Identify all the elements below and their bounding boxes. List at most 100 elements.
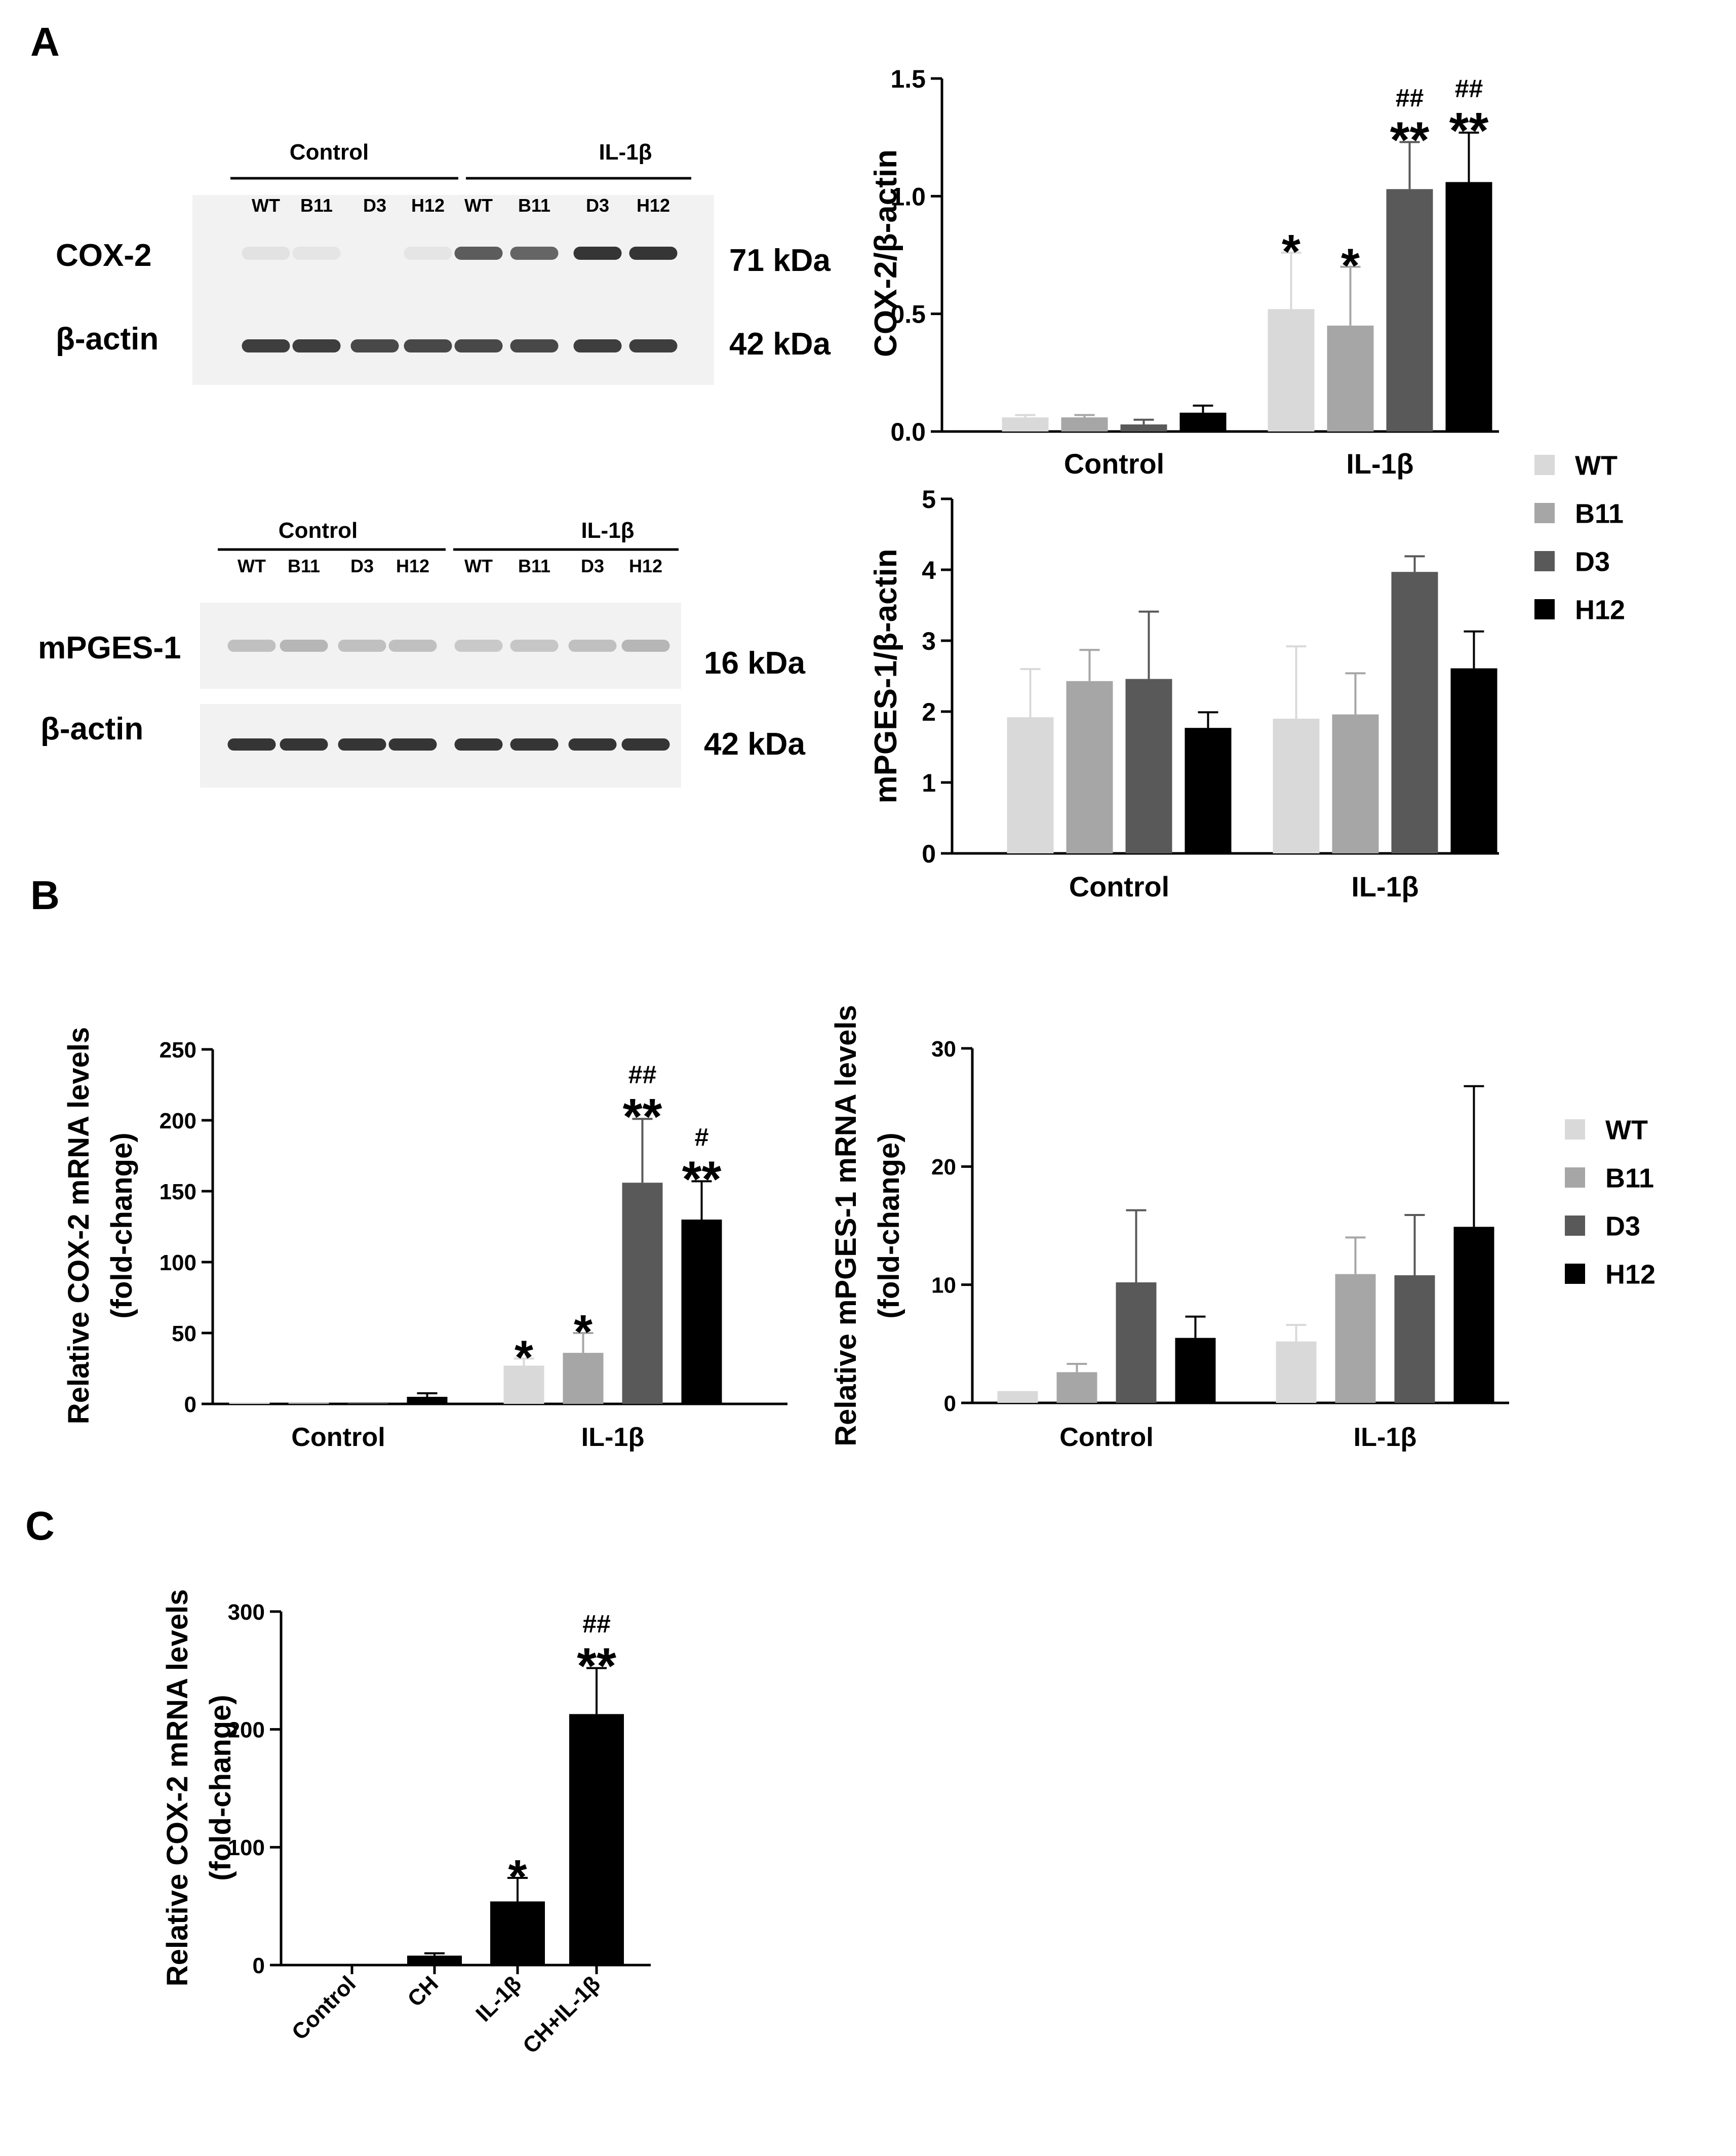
blot_top-band-r1-l7 [629, 339, 678, 352]
chart-0-annot-star-0: * [1282, 225, 1300, 279]
blot_top-band-r0-l6 [573, 247, 622, 260]
chart-4-bar-s0-c1 [407, 1955, 462, 1965]
blot_bottom-band-r0-l6 [568, 640, 617, 652]
blot-mpges1-group-il1b: IL-1β [581, 518, 634, 543]
chart-2-bar-s2-c1 [622, 1183, 663, 1404]
chart-4-ylabel2: (fold-change) [204, 1695, 237, 1880]
chart-0-ytick-label-2: 1.0 [890, 182, 926, 211]
blot_top-band-r0-l0 [242, 247, 290, 260]
blot_top-lane-label-2: D3 [363, 195, 386, 216]
chart-1-xcat-1: IL-1β [1351, 871, 1418, 903]
blot_top-band-r1-l5 [510, 339, 559, 352]
legend-b-label-H12: H12 [1605, 1259, 1655, 1289]
chart-3-bar-s3-c1 [1453, 1227, 1494, 1403]
legend-a-label-B11: B11 [1575, 498, 1624, 529]
chart-0-ytick-label-0: 0.0 [890, 418, 926, 446]
chart-2-bar-s0-c1 [503, 1365, 544, 1404]
chart-1-bar-s3-c1 [1450, 668, 1497, 853]
legend-panel-b: WT B11 D3 H12 [1565, 1115, 1655, 1289]
chart-2-bar-s3-c0 [407, 1397, 448, 1404]
chart-2-bar-s3-c1 [681, 1220, 722, 1404]
legend-a-swatch-D3 [1534, 551, 1555, 571]
blot-cox2-membrane [192, 195, 714, 385]
blot_bottom-band-r1-l5 [510, 738, 559, 751]
chart-1-bar-s0-c0 [1007, 717, 1054, 853]
chart-1-bar-s3-c0 [1185, 728, 1232, 853]
blot_top-band-r0-l3 [404, 247, 452, 260]
chart-1-ylabel: mPGES-1/β-actin [869, 549, 903, 804]
blot_top-lane-label-1: B11 [300, 195, 333, 216]
chart-2-annot-hash-3: # [695, 1123, 709, 1151]
western-blot-mpges1: Control IL-1β WT B11 D3 H12 WT B11 D3 H12 mPGES… [38, 518, 805, 788]
chart-2-bar-s1-c1 [563, 1353, 604, 1404]
chart-2-ylabel: Relative COX-2 mRNA levels [62, 1027, 95, 1424]
chart-1-ytick-label-5: 5 [922, 485, 936, 514]
chart-4-annot-star-0: * [508, 1850, 527, 1904]
chart-0-annot-star-1: * [1341, 239, 1360, 293]
chart-4-ylabel: Relative COX-2 mRNA levels [161, 1589, 194, 1986]
panel-label-c: C [25, 1503, 55, 1548]
chart-cox2-mrna-ch: 0 100 200 300 Relative COX-2 mRNA levels (fol… [161, 1589, 651, 2058]
blot_bottom-band-r0-l0 [227, 640, 276, 652]
blot_top-band-r1-l2 [350, 339, 399, 352]
chart-3-bar-s0-c1 [1276, 1341, 1317, 1403]
chart-1-ytick-label-2: 2 [922, 698, 936, 726]
chart-0-annot-star-2: ** [1390, 111, 1430, 168]
chart-3-bar-s2-c0 [1116, 1282, 1157, 1403]
chart-mpges1-mrna: 0 10 20 30 Relative mPGES-1 mRNA levels (fold… [830, 1005, 1509, 1452]
blot-actin1-kda: 42 kDa [729, 327, 831, 362]
chart-3-bar-s3-c0 [1175, 1338, 1216, 1403]
chart-2-ytick-label-1: 50 [172, 1321, 196, 1346]
chart-2-xcat-1: IL-1β [581, 1423, 645, 1452]
chart-1-bar-s0-c1 [1273, 719, 1320, 853]
chart-3-bar-s1-c0 [1056, 1372, 1097, 1403]
chart-3-ytick-label-3: 30 [931, 1037, 956, 1062]
chart-3-ytick-label-0: 0 [944, 1391, 956, 1416]
chart-1-ytick-label-4: 4 [922, 556, 936, 584]
blot-cox2-group-il1b: IL-1β [599, 140, 652, 165]
chart-3-xcat-0: Control [1059, 1423, 1154, 1452]
chart-2-annot-star-2: ** [623, 1088, 662, 1145]
chart-1-ytick-label-3: 3 [922, 627, 936, 655]
blot_top-band-r1-l3 [404, 339, 452, 352]
chart-3-ytick-label-2: 20 [931, 1155, 956, 1180]
chart-1-bar-s2-c0 [1125, 679, 1172, 853]
legend-a-label-WT: WT [1575, 450, 1617, 481]
chart-4-bar-s0-c2 [490, 1901, 545, 1965]
blot_bottom-band-r1-l3 [388, 738, 437, 751]
chart-1-ytick-label-1: 1 [922, 769, 936, 797]
blot_bottom-lane-label-5: B11 [518, 556, 550, 576]
legend-b-swatch-D3 [1565, 1216, 1585, 1236]
blot-mpges1-kda: 16 kDa [704, 646, 805, 681]
chart-1-bar-s1-c0 [1066, 681, 1113, 853]
blot_bottom-band-r0-l7 [621, 640, 670, 652]
legend-panel-a: WT B11 D3 H12 [1534, 450, 1625, 625]
blot_bottom-band-r1-l0 [227, 738, 276, 751]
chart-3-ytick-label-1: 10 [931, 1273, 956, 1298]
blot_top-band-r1-l1 [292, 339, 341, 352]
blot_top-band-r0-l7 [629, 247, 678, 260]
legend-b-label-B11: B11 [1605, 1163, 1654, 1193]
blot_bottom-lane-label-0: WT [238, 556, 266, 576]
chart-0-bar-s2-c1 [1386, 189, 1433, 432]
chart-4-annot-star-1: ** [577, 1638, 616, 1695]
blot-cox2-kda: 71 kDa [729, 243, 831, 278]
blot_bottom-band-r1-l6 [568, 738, 617, 751]
blot_bottom-band-r1-l1 [280, 738, 328, 751]
legend-b-swatch-WT [1565, 1119, 1585, 1140]
chart-4-ytick-label-2: 200 [228, 1718, 265, 1743]
chart-0-xcat-1: IL-1β [1346, 448, 1413, 480]
blot_bottom-band-r1-l7 [621, 738, 670, 751]
chart-4-annot-hash-1: ## [582, 1610, 611, 1638]
chart-2-ytick-label-2: 100 [160, 1250, 196, 1275]
western-blot-cox2: Control IL-1β WT B11 D3 H12 WT B11 D3 H12 COX-2… [56, 140, 831, 385]
chart-3-bar-s0-c0 [997, 1391, 1038, 1403]
panel-label-a: A [30, 19, 60, 64]
blot_bottom-band-r0-l5 [510, 640, 559, 652]
blot-mpges1-row-label: mPGES-1 [38, 631, 181, 665]
chart-4-ytick-label-1: 100 [228, 1835, 265, 1860]
blot_bottom-band-r1-l2 [338, 738, 386, 751]
chart-4-xcat-0: Control [287, 1971, 361, 2045]
blot_top-lane-label-0: WT [252, 195, 280, 216]
